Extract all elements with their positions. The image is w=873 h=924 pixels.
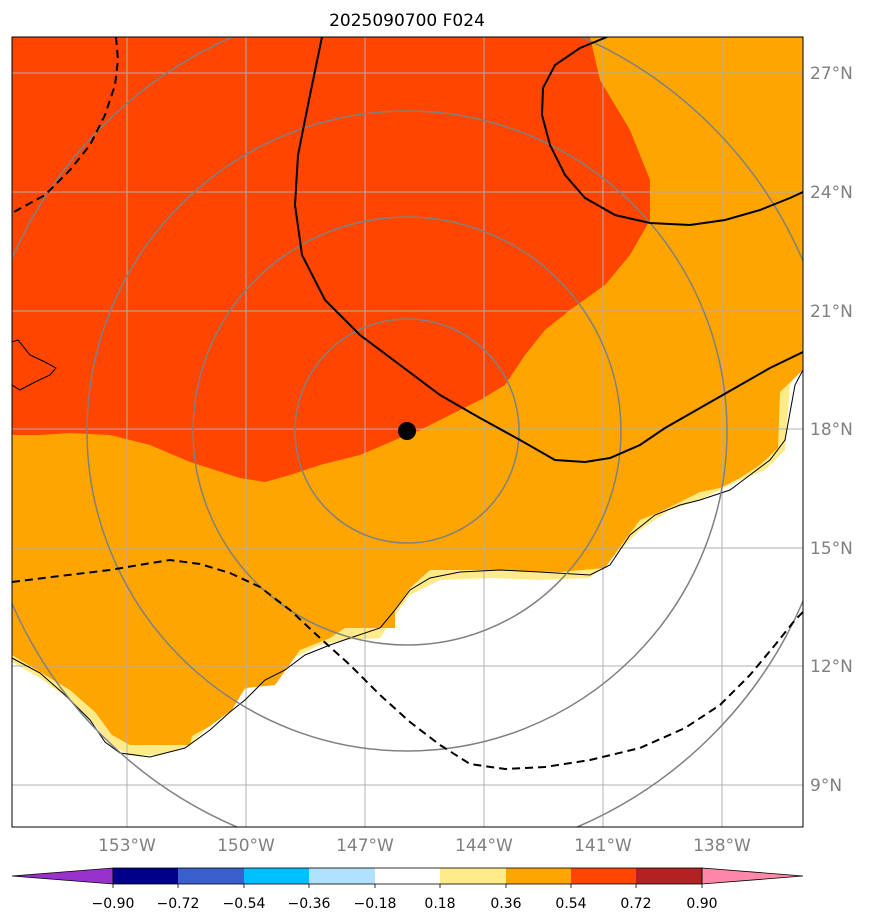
map-panel bbox=[12, 37, 803, 827]
lat-tick-label: 9°N bbox=[810, 776, 842, 796]
lon-tick-label: 144°W bbox=[455, 836, 513, 856]
colorbar-tick-label: 0.72 bbox=[620, 896, 651, 912]
colorbar-segment bbox=[178, 868, 244, 884]
lon-tick-label: 147°W bbox=[336, 836, 394, 856]
plot-title: 2025090700 F024 bbox=[329, 11, 485, 31]
colorbar-segment bbox=[113, 868, 178, 884]
colorbar-outline bbox=[112, 867, 703, 885]
colorbar-extend-low bbox=[11, 867, 114, 885]
colorbar-tick-label: 0.36 bbox=[490, 896, 521, 912]
colorbar-segment bbox=[309, 868, 375, 884]
colorbar-tick-label: −0.54 bbox=[223, 896, 266, 912]
solid-contours bbox=[293, 37, 803, 464]
colorbar-segment bbox=[636, 868, 702, 884]
colorbar-tick-label: −0.36 bbox=[288, 896, 331, 912]
colorbar-tick-label: −0.72 bbox=[157, 896, 200, 912]
map-frame bbox=[11, 36, 804, 828]
lat-tick-label: 15°N bbox=[810, 539, 853, 559]
colorbar-segment bbox=[244, 868, 309, 884]
lon-tick-label: 153°W bbox=[98, 836, 156, 856]
lat-tick-label: 12°N bbox=[810, 657, 853, 677]
latitude-labels: 27°N 24°N 21°N 18°N 15°N 12°N 9°N bbox=[810, 64, 853, 796]
colorbar-tick-label: 0.18 bbox=[424, 896, 455, 912]
coastline bbox=[12, 339, 803, 758]
range-rings bbox=[12, 37, 803, 827]
colorbar-tick-label: 0.90 bbox=[686, 896, 717, 912]
lon-tick-label: 141°W bbox=[574, 836, 632, 856]
colorbar-segment bbox=[375, 868, 440, 884]
colorbar-tick-label: −0.18 bbox=[354, 896, 397, 912]
dashed-contours bbox=[12, 37, 803, 771]
colorbar-segment bbox=[571, 868, 636, 884]
colorbar-tick-label: −0.90 bbox=[92, 896, 135, 912]
graticule bbox=[12, 37, 803, 827]
longitude-labels: 153°W 150°W 147°W 144°W 141°W 138°W bbox=[98, 836, 751, 856]
colorbar-segment bbox=[506, 868, 571, 884]
lon-tick-label: 150°W bbox=[217, 836, 275, 856]
colorbar-extend-high bbox=[701, 867, 804, 885]
colorbar-tick-label: 0.54 bbox=[555, 896, 586, 912]
storm-center-marker bbox=[398, 422, 416, 440]
fill-region-orange-red bbox=[12, 37, 650, 482]
colorbar: −0.90 −0.72 −0.54 −0.36 −0.18 0.18 0.36 0.54 0.7… bbox=[11, 867, 804, 912]
lat-tick-label: 27°N bbox=[810, 64, 853, 84]
lat-tick-label: 24°N bbox=[810, 183, 853, 203]
colorbar-segment bbox=[440, 868, 506, 884]
lon-tick-label: 138°W bbox=[693, 836, 751, 856]
lat-tick-label: 18°N bbox=[810, 420, 853, 440]
lat-tick-label: 21°N bbox=[810, 302, 853, 322]
